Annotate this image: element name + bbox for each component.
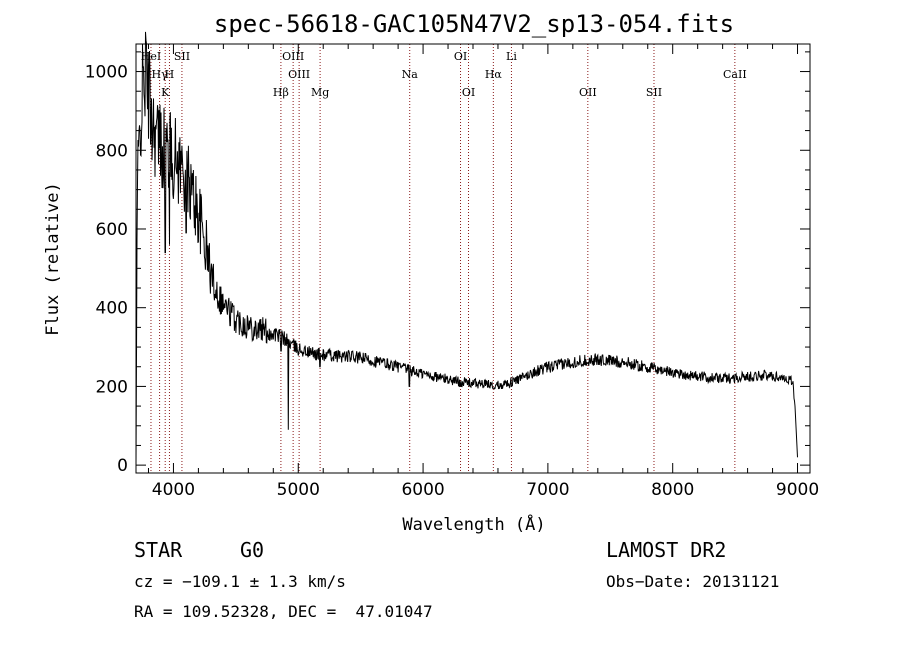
sky-coordinates: RA = 109.52328, DEC = 47.01047 <box>134 602 433 621</box>
spectral-line-label: Mg <box>311 86 329 99</box>
chart-title: spec-56618-GAC105N47V2_sp13-054.fits <box>214 10 734 38</box>
spectral-line-label: HeI <box>141 50 161 63</box>
spectral-line-label: OI <box>454 50 467 63</box>
object-class: STAR <box>134 538 183 562</box>
spectrum-data <box>135 31 798 466</box>
spectral-line-label: OII <box>579 86 597 99</box>
y-axis-label: Flux (relative) <box>43 182 63 336</box>
spectral-line-label: CaII <box>723 68 747 81</box>
axes: 4000 5000 6000 7000 8000 9000 0 200 400 600 800 100… <box>85 44 819 500</box>
spectral-line-label: Hβ <box>273 86 289 99</box>
spectral-line-label: SII <box>174 50 190 63</box>
object-subclass: G0 <box>240 538 265 562</box>
spectral-line-label: H <box>165 68 175 81</box>
x-tick-label: 7000 <box>526 480 569 500</box>
y-tick-label: 200 <box>96 377 128 397</box>
spectral-line-markers: HeI SII OIII OI Li HγH OIII Na Hα CaII K Hβ Mg OI OII S… <box>141 44 747 473</box>
observation-date: Obs−Date: 20131121 <box>606 572 780 591</box>
spectral-line-label: K <box>161 86 170 99</box>
spectral-line-label: SII <box>646 86 662 99</box>
spectral-line-label: Li <box>506 50 517 63</box>
y-tick-label: 400 <box>96 299 128 319</box>
x-tick-label: 6000 <box>401 480 444 500</box>
y-tick-label: 1000 <box>85 63 128 83</box>
x-tick-label: 5000 <box>277 480 320 500</box>
x-tick-label: 9000 <box>776 480 819 500</box>
spectral-line-label: OIII <box>288 68 310 81</box>
y-tick-label: 0 <box>117 456 128 476</box>
spectral-line-label: Hα <box>485 68 503 81</box>
x-tick-label: 8000 <box>651 480 694 500</box>
spectral-line-label: OIII <box>282 50 304 63</box>
spectrum-chart: spec-56618-GAC105N47V2_sp13-054.fits HeI… <box>43 10 819 535</box>
x-axis-label: Wavelength (Å) <box>402 513 545 535</box>
survey-name: LAMOST DR2 <box>606 538 727 562</box>
spectral-line-label: Hγ <box>152 68 169 81</box>
x-tick-label: 4000 <box>152 480 195 500</box>
spectral-line-label: OI <box>462 86 475 99</box>
plot-frame <box>135 43 811 474</box>
redshift-readout: cz = −109.1 ± 1.3 km/s <box>134 572 346 591</box>
spectral-line-label: Na <box>402 68 419 81</box>
spectrum-line <box>135 31 798 466</box>
y-tick-label: 800 <box>96 141 128 161</box>
y-tick-label: 600 <box>96 220 128 240</box>
